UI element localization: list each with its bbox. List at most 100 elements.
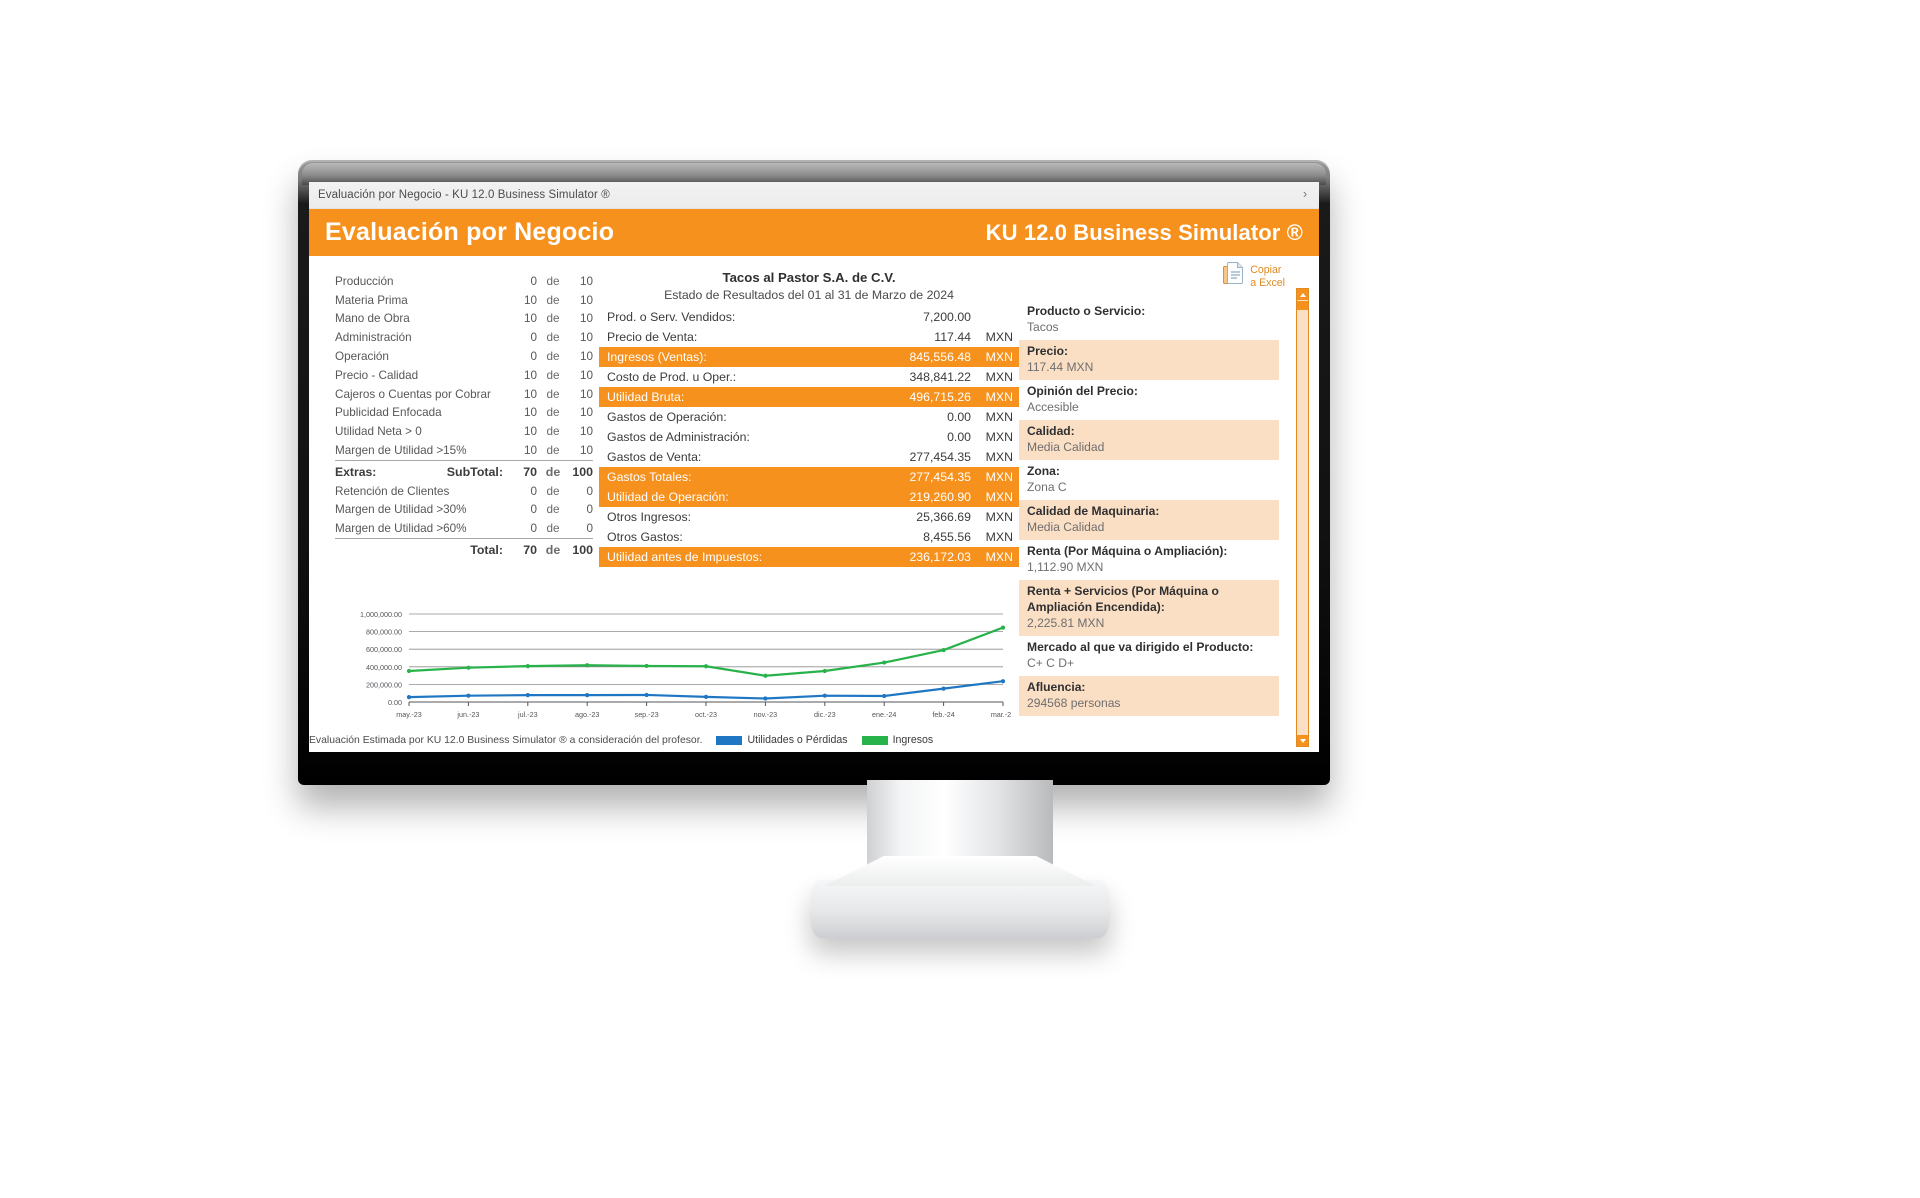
evaluation-max: 10	[579, 293, 593, 307]
extras-row: Margen de Utilidad >60% 0 de 0	[335, 519, 593, 538]
extras-item-label: Retención de Clientes	[335, 484, 450, 498]
evaluation-max: 10	[579, 425, 593, 439]
chart-footnote: Evaluación Estimada por KU 12.0 Business…	[309, 734, 703, 746]
statement-row: Gastos Totales: 277,454.35 MXN	[599, 467, 1019, 487]
copy-document-icon	[1223, 262, 1245, 293]
legend-item-utilidades: Utilidades o Pérdidas	[716, 734, 848, 746]
attribute-item: Precio: 117.44 MXN	[1019, 340, 1279, 380]
statement-row-value: 219,260.90	[909, 490, 971, 504]
evaluation-label: Materia Prima	[335, 293, 408, 307]
statement-period: Estado de Resultados del 01 al 31 de Mar…	[664, 288, 954, 302]
statement-rows: Prod. o Serv. Vendidos: 7,200.00 Precio de…	[599, 307, 1019, 567]
extras-item-max: 0	[586, 484, 593, 498]
statement-row-label: Utilidad Bruta:	[607, 390, 685, 404]
evaluation-max: 10	[579, 387, 593, 401]
statement-row: Utilidad antes de Impuestos: 236,172.03 MX…	[599, 547, 1019, 567]
attribute-key: Calidad de Maquinaria:	[1027, 504, 1160, 518]
statement-row-value: 0.00	[947, 410, 971, 424]
attribute-value: Accesible	[1027, 400, 1079, 414]
svg-text:0.00: 0.00	[388, 698, 402, 707]
extras-row: Margen de Utilidad >30% 0 de 0	[335, 500, 593, 519]
window-title: Evaluación por Negocio - KU 12.0 Busines…	[318, 189, 610, 201]
extras-item-score: 0	[530, 503, 537, 517]
statement-row: Precio de Venta: 117.44 MXN	[599, 327, 1019, 347]
extras-item-de: de	[546, 503, 560, 517]
statement-row-label: Prod. o Serv. Vendidos:	[607, 310, 736, 324]
evaluation-row: Administración 0 de 10	[335, 328, 593, 347]
svg-text:oct.-23: oct.-23	[695, 710, 717, 719]
evaluation-label: Administración	[335, 331, 412, 345]
statement-row-value: 277,454.35	[909, 450, 971, 464]
evaluation-score: 10	[523, 368, 537, 382]
statement-row: Costo de Prod. u Oper.: 348,841.22 MXN	[599, 367, 1019, 387]
total-label: Total:	[335, 538, 511, 560]
evaluation-max: 10	[579, 274, 593, 288]
attribute-value: 294568 personas	[1027, 696, 1121, 710]
copy-to-excel-label: Copiar a Excel	[1250, 262, 1285, 289]
evaluation-de: de	[546, 312, 560, 326]
extras-item-max: 0	[586, 503, 593, 517]
scrollbar-thumb[interactable]	[1297, 301, 1308, 310]
close-icon[interactable]: ›	[1302, 186, 1308, 201]
copy-excel-line2: a Excel	[1250, 276, 1285, 289]
statement-row-currency: MXN	[985, 430, 1013, 444]
evaluation-de: de	[546, 293, 560, 307]
attribute-item: Calidad: Media Calidad	[1019, 420, 1279, 460]
evaluation-max: 10	[579, 312, 593, 326]
app-header: Evaluación por Negocio KU 12.0 Business …	[309, 209, 1319, 256]
attribute-key: Precio:	[1027, 344, 1068, 358]
evaluation-label: Cajeros o Cuentas por Cobrar	[335, 387, 491, 401]
monitor-screen: Evaluación por Negocio - KU 12.0 Busines…	[309, 182, 1319, 752]
legend-item-ingresos: Ingresos	[861, 734, 934, 746]
statement-row: Utilidad de Operación: 219,260.90 MXN	[599, 487, 1019, 507]
statement-row-currency: MXN	[985, 390, 1013, 404]
extras-item-score: 0	[530, 484, 537, 498]
statement-row-value: 0.00	[947, 430, 971, 444]
legend-label-utilidades: Utilidades o Pérdidas	[747, 734, 848, 746]
statement-row: Gastos de Administración: 0.00 MXN	[599, 427, 1019, 447]
statement-row: Otros Gastos: 8,455.56 MXN	[599, 527, 1019, 547]
legend-label-ingresos: Ingresos	[892, 734, 934, 746]
copy-to-excel-button[interactable]: Copiar a Excel	[1223, 262, 1285, 293]
statement-row-value: 8,455.56	[923, 530, 971, 544]
evaluation-row: Cajeros o Cuentas por Cobrar 10 de 10	[335, 385, 593, 404]
statement-row-label: Precio de Venta:	[607, 330, 698, 344]
evaluation-max: 10	[579, 350, 593, 364]
attribute-item: Renta (Por Máquina o Ampliación): 1,112.9…	[1019, 540, 1279, 580]
evaluation-de: de	[546, 387, 560, 401]
evaluation-max: 10	[579, 406, 593, 420]
statement-row: Utilidad Bruta: 496,715.26 MXN	[599, 387, 1019, 407]
attribute-value: 2,225.81 MXN	[1027, 616, 1105, 630]
statement-row-currency: MXN	[985, 550, 1013, 564]
evaluation-label: Mano de Obra	[335, 312, 410, 326]
statement-row-label: Gastos de Operación:	[607, 410, 727, 424]
copy-excel-line1: Copiar	[1250, 264, 1282, 276]
statement-row: Ingresos (Ventas): 845,556.48 MXN	[599, 347, 1019, 367]
evaluation-score: 10	[523, 425, 537, 439]
svg-text:800,000.00: 800,000.00	[366, 628, 402, 637]
attribute-value: Media Calidad	[1027, 440, 1105, 454]
attribute-list: Producto o Servicio: Tacos Precio: 117.44 M…	[1019, 300, 1279, 716]
statement-row-currency: MXN	[985, 410, 1013, 424]
statement-row-currency: MXN	[985, 490, 1013, 504]
vertical-scrollbar[interactable]	[1296, 288, 1309, 747]
monitor-frame: Evaluación por Negocio - KU 12.0 Busines…	[298, 160, 1330, 785]
evaluation-row: Mano de Obra 10 de 10	[335, 310, 593, 329]
scroll-up-icon[interactable]	[1297, 289, 1308, 300]
statement-row-value: 845,556.48	[909, 350, 971, 364]
attribute-value: Tacos	[1027, 320, 1059, 334]
attribute-value: C+ C D+	[1027, 656, 1075, 670]
window-titlebar: Evaluación por Negocio - KU 12.0 Busines…	[309, 182, 1319, 209]
attribute-value: 117.44 MXN	[1027, 360, 1094, 374]
scroll-down-icon[interactable]	[1297, 735, 1308, 746]
page-title: Evaluación por Negocio	[325, 218, 615, 246]
attribute-key: Mercado al que va dirigido el Producto:	[1027, 640, 1254, 654]
subtotal-label: SubTotal:	[446, 464, 503, 479]
evaluation-label: Publicidad Enfocada	[335, 406, 442, 420]
attributes-panel: Copiar a Excel Producto o Servicio: Tacos…	[1019, 256, 1319, 752]
attribute-item: Afluencia: 294568 personas	[1019, 676, 1279, 716]
evaluation-label: Utilidad Neta > 0	[335, 425, 422, 439]
income-statement-panel: Tacos al Pastor S.A. de C.V. Estado de R…	[599, 256, 1019, 752]
evaluation-score: 0	[530, 274, 537, 288]
